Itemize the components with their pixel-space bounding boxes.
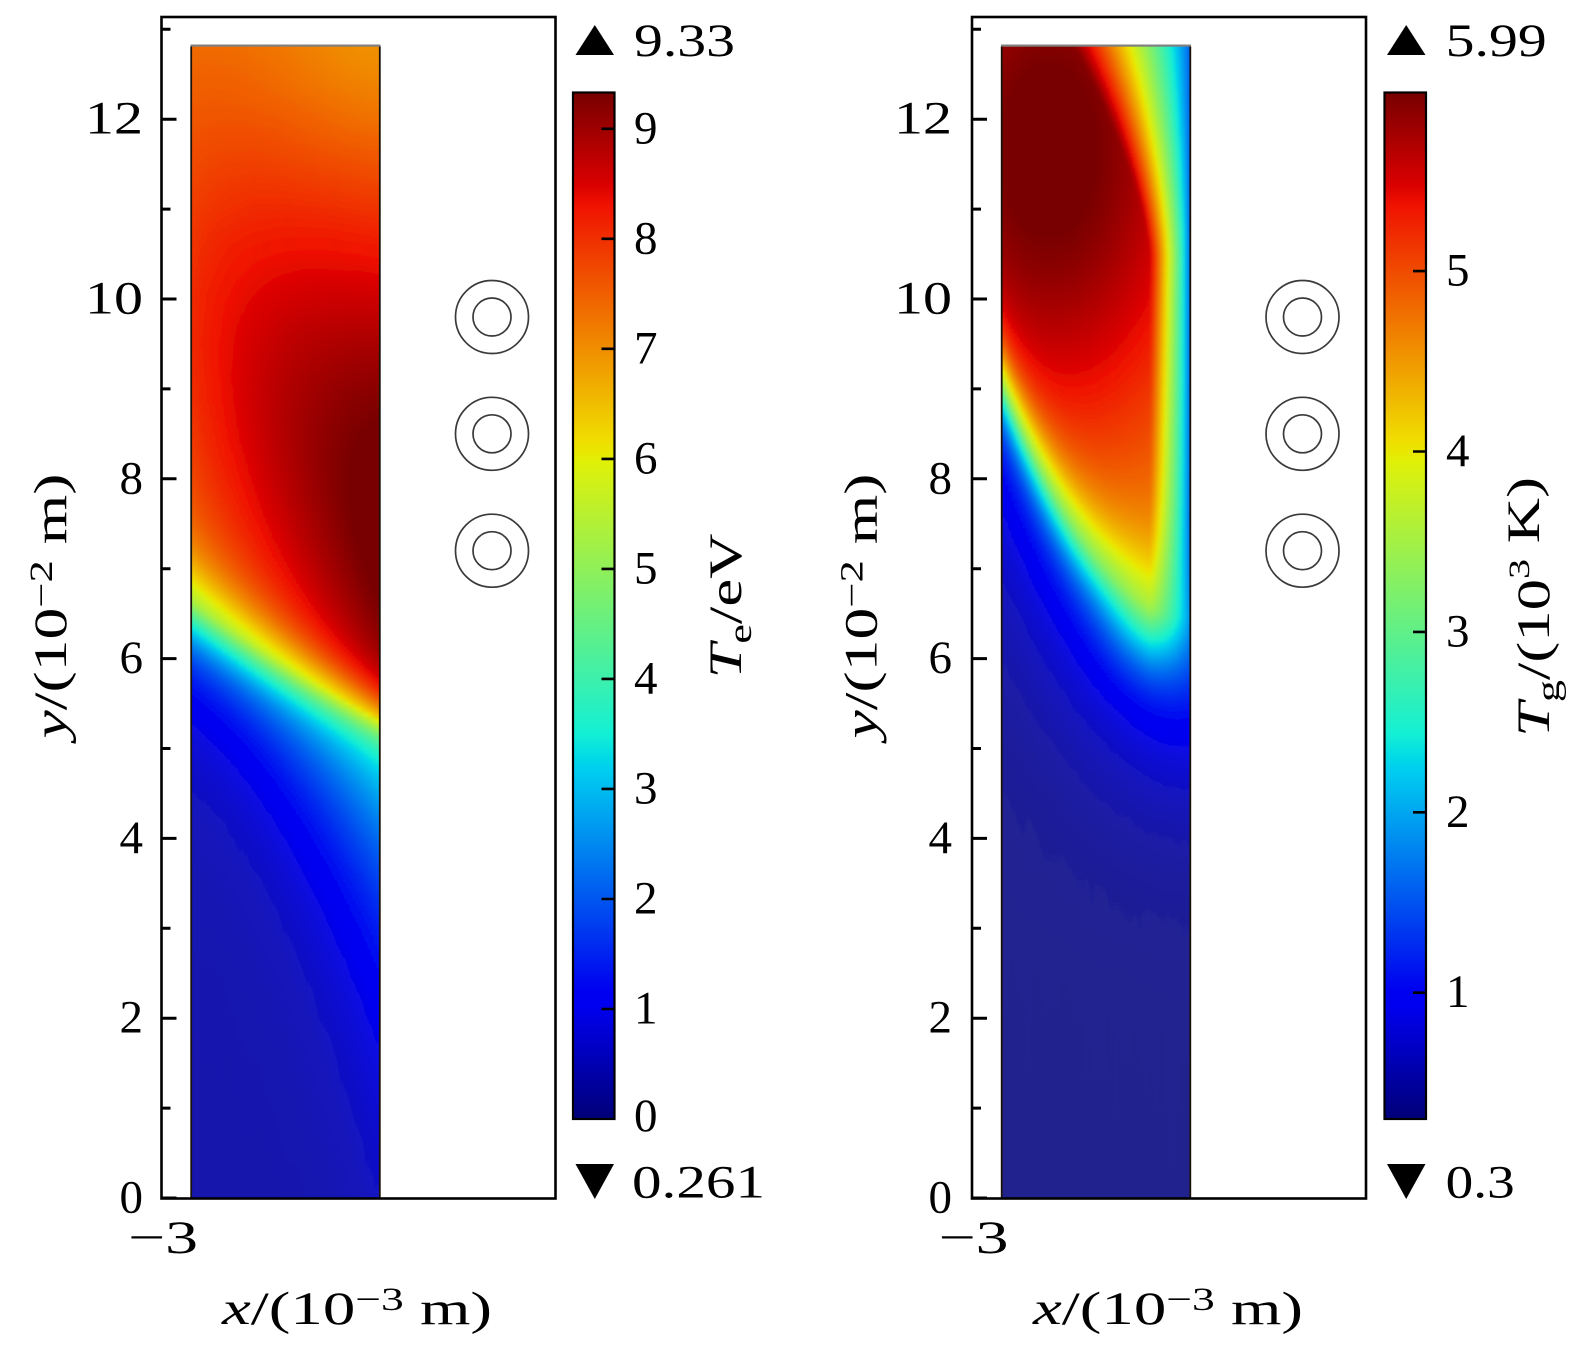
svg-text:5.99: 5.99 [1446, 15, 1547, 67]
svg-text:0: 0 [929, 1172, 953, 1224]
svg-text:y/(10−2 m): y/(10−2 m) [24, 474, 77, 744]
svg-text:−3: −3 [939, 1212, 1009, 1264]
svg-text:4: 4 [929, 812, 953, 864]
svg-text:2: 2 [634, 872, 658, 924]
svg-text:y/(10−2 m): y/(10−2 m) [835, 474, 888, 744]
svg-text:9.33: 9.33 [634, 15, 735, 67]
svg-text:4: 4 [634, 652, 658, 704]
svg-text:3: 3 [1446, 605, 1470, 657]
svg-text:7: 7 [634, 322, 658, 374]
svg-text:Te/eV: Te/eV [700, 533, 759, 678]
svg-text:−3: −3 [128, 1212, 198, 1264]
svg-text:6: 6 [120, 632, 144, 684]
svg-text:10: 10 [894, 273, 952, 325]
svg-text:1: 1 [634, 982, 658, 1034]
svg-text:2: 2 [1446, 786, 1470, 838]
svg-text:12: 12 [85, 93, 143, 145]
svg-text:5: 5 [634, 542, 658, 594]
svg-text:0: 0 [634, 1090, 658, 1142]
svg-text:4: 4 [1446, 425, 1470, 477]
svg-text:2: 2 [120, 992, 144, 1044]
svg-text:1: 1 [1446, 966, 1470, 1018]
svg-text:5: 5 [1446, 245, 1470, 297]
svg-text:12: 12 [894, 93, 952, 145]
svg-text:0: 0 [120, 1172, 144, 1224]
svg-text:4: 4 [120, 812, 144, 864]
svg-text:3: 3 [634, 762, 658, 814]
svg-text:0.3: 0.3 [1446, 1156, 1515, 1208]
svg-text:0.261: 0.261 [632, 1156, 765, 1208]
svg-text:9: 9 [634, 102, 658, 154]
svg-text:8: 8 [120, 452, 144, 504]
svg-text:10: 10 [85, 273, 143, 325]
svg-text:2: 2 [929, 992, 953, 1044]
svg-text:6: 6 [929, 632, 953, 684]
svg-text:8: 8 [929, 452, 953, 504]
svg-text:6: 6 [634, 432, 658, 484]
svg-text:8: 8 [634, 212, 658, 264]
svg-text:Tg/(103 K): Tg/(103 K) [1498, 477, 1567, 737]
